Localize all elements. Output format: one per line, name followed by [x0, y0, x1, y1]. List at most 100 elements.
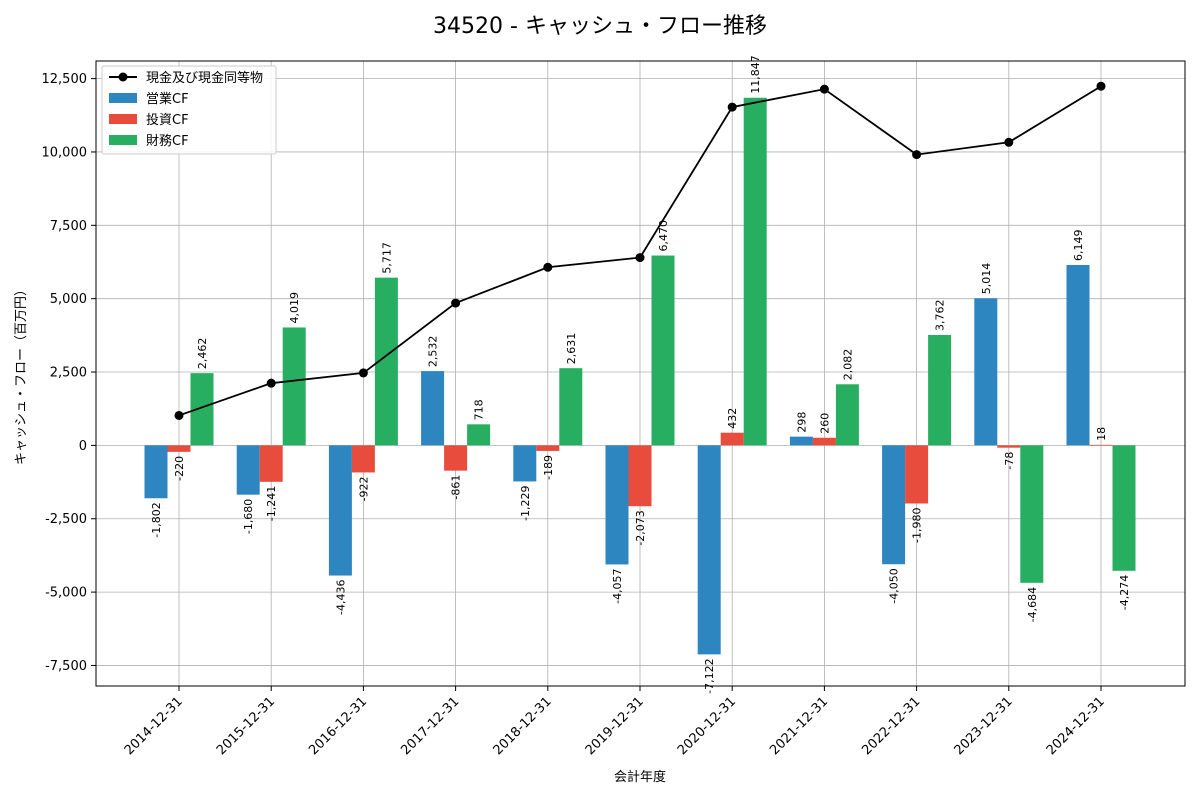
bar-value-label: -4,684 [1026, 587, 1039, 622]
cash-line-point [1004, 137, 1014, 147]
bar-財務CF [467, 424, 491, 446]
x-tick-label: 2016-12-31 [306, 694, 370, 758]
bar-value-label: -7,122 [703, 658, 716, 693]
bar-営業CF [789, 436, 813, 446]
bar-value-label: 18 [1095, 427, 1108, 441]
bar-営業CF [1066, 264, 1090, 446]
x-tick-label: 2018-12-31 [491, 694, 555, 758]
bar-投資CF [444, 445, 468, 471]
bar-value-label: 260 [818, 413, 831, 434]
bar-value-label: -189 [542, 455, 555, 480]
cash-line [174, 81, 1106, 420]
y-tick-label: -5,000 [45, 586, 87, 601]
legend-dot-marker [118, 72, 128, 82]
bar-value-label: -4,050 [888, 568, 901, 603]
bar-投資CF [812, 437, 836, 446]
legend-swatch-operating [109, 93, 137, 103]
bar-財務CF [374, 277, 398, 446]
bar-営業CF [421, 371, 445, 446]
bar-財務CF [1020, 445, 1044, 583]
cash-line-point [819, 84, 829, 94]
bar-財務CF [190, 373, 214, 446]
bar-value-label: 2,082 [841, 349, 854, 381]
bar-営業CF [974, 298, 998, 446]
bar-value-label: -2,073 [634, 510, 647, 545]
bar-投資CF [167, 445, 191, 452]
bar-営業CF [328, 445, 352, 576]
cash-line-point [1096, 81, 1106, 91]
bar-value-label: 298 [795, 412, 808, 433]
bar-value-label: 718 [473, 399, 486, 420]
bar-投資CF [905, 445, 929, 504]
bar-財務CF [559, 368, 583, 446]
legend-label-operating: 営業CF [146, 91, 189, 107]
bar-財務CF [1112, 445, 1136, 571]
x-tick-label: 2021-12-31 [767, 694, 831, 758]
grid [96, 61, 1185, 686]
bar-value-label: -78 [1003, 452, 1016, 470]
bar-value-label: -220 [173, 456, 186, 481]
bar-value-label: -922 [357, 476, 370, 501]
cash-line-point [543, 262, 553, 272]
y-axis: -7,500 -5,000 -2,500 0 2,500 5,000 7,500 10,000… [42, 72, 96, 674]
cash-line-point [358, 368, 368, 378]
legend-label-cash: 現金及び現金同等物 [146, 70, 263, 86]
bar-value-label: 432 [726, 408, 739, 429]
bar-財務CF [651, 255, 675, 446]
bar-財務CF [743, 97, 767, 446]
bar-営業CF [882, 445, 906, 565]
bar-value-label: -1,680 [242, 499, 255, 534]
x-tick-label: 2023-12-31 [952, 694, 1016, 758]
bar-labels: -1,802 -1,680 -4,436 2,532 -1,229 -4,057 -7,12… [150, 55, 1131, 694]
x-tick-label: 2014-12-31 [122, 694, 186, 758]
bar-営業CF [144, 445, 168, 499]
bar-value-label: 2,532 [427, 336, 440, 368]
legend-swatch-financing [109, 135, 137, 145]
bar-value-label: -4,274 [1118, 575, 1131, 610]
bar-投資CF [1089, 444, 1113, 446]
y-tick-label: 7,500 [50, 219, 87, 234]
y-tick-label: 12,500 [42, 72, 88, 87]
bar-投資CF [259, 445, 283, 482]
y-tick-label: 10,000 [42, 145, 88, 160]
bar-value-label: 5,717 [380, 242, 393, 274]
bar-value-label: -1,980 [911, 507, 924, 542]
cash-line-point [451, 298, 461, 308]
bar-value-label: 6,149 [1072, 229, 1085, 261]
bar-value-label: 3,762 [934, 300, 947, 332]
cash-line-point [266, 378, 276, 388]
bar-value-label: 4,019 [288, 292, 301, 324]
y-axis-label: キャッシュ・フロー（百万円） [14, 283, 29, 465]
bar-財務CF [928, 335, 952, 446]
bar-value-label: -1,241 [265, 486, 278, 521]
bar-投資CF [536, 445, 560, 451]
bar-value-label: -4,436 [334, 580, 347, 615]
y-tick-label: -2,500 [45, 512, 87, 527]
y-tick-label: 0 [79, 439, 87, 454]
y-tick-label: 5,000 [50, 292, 87, 307]
x-tick-label: 2022-12-31 [859, 694, 923, 758]
legend-box [101, 65, 277, 155]
bar-投資CF [351, 445, 375, 473]
bar-営業CF [236, 445, 260, 495]
x-tick-label: 2024-12-31 [1044, 694, 1108, 758]
bars [144, 97, 1136, 655]
bar-value-label: 11,847 [749, 55, 762, 94]
cash-line-point [635, 253, 645, 263]
cash-line-point [174, 410, 184, 420]
x-tick-label: 2020-12-31 [675, 694, 739, 758]
legend: 現金及び現金同等物 営業CF 投資CF 財務CF [101, 65, 277, 155]
bar-value-label: 5,014 [980, 263, 993, 295]
x-tick-label: 2017-12-31 [398, 694, 462, 758]
y-tick-label: -7,500 [45, 659, 87, 674]
cash-line-point [912, 150, 922, 160]
x-axis: 2014-12-31 2015-12-31 2016-12-31 2017-12-31… [122, 686, 1108, 758]
bar-投資CF [720, 432, 744, 446]
bar-value-label: -861 [450, 475, 463, 500]
bar-value-label: 2,631 [565, 333, 578, 365]
bar-営業CF [513, 445, 537, 482]
legend-label-financing: 財務CF [146, 134, 189, 149]
bar-財務CF [282, 327, 306, 446]
bar-value-label: -1,802 [150, 502, 163, 537]
